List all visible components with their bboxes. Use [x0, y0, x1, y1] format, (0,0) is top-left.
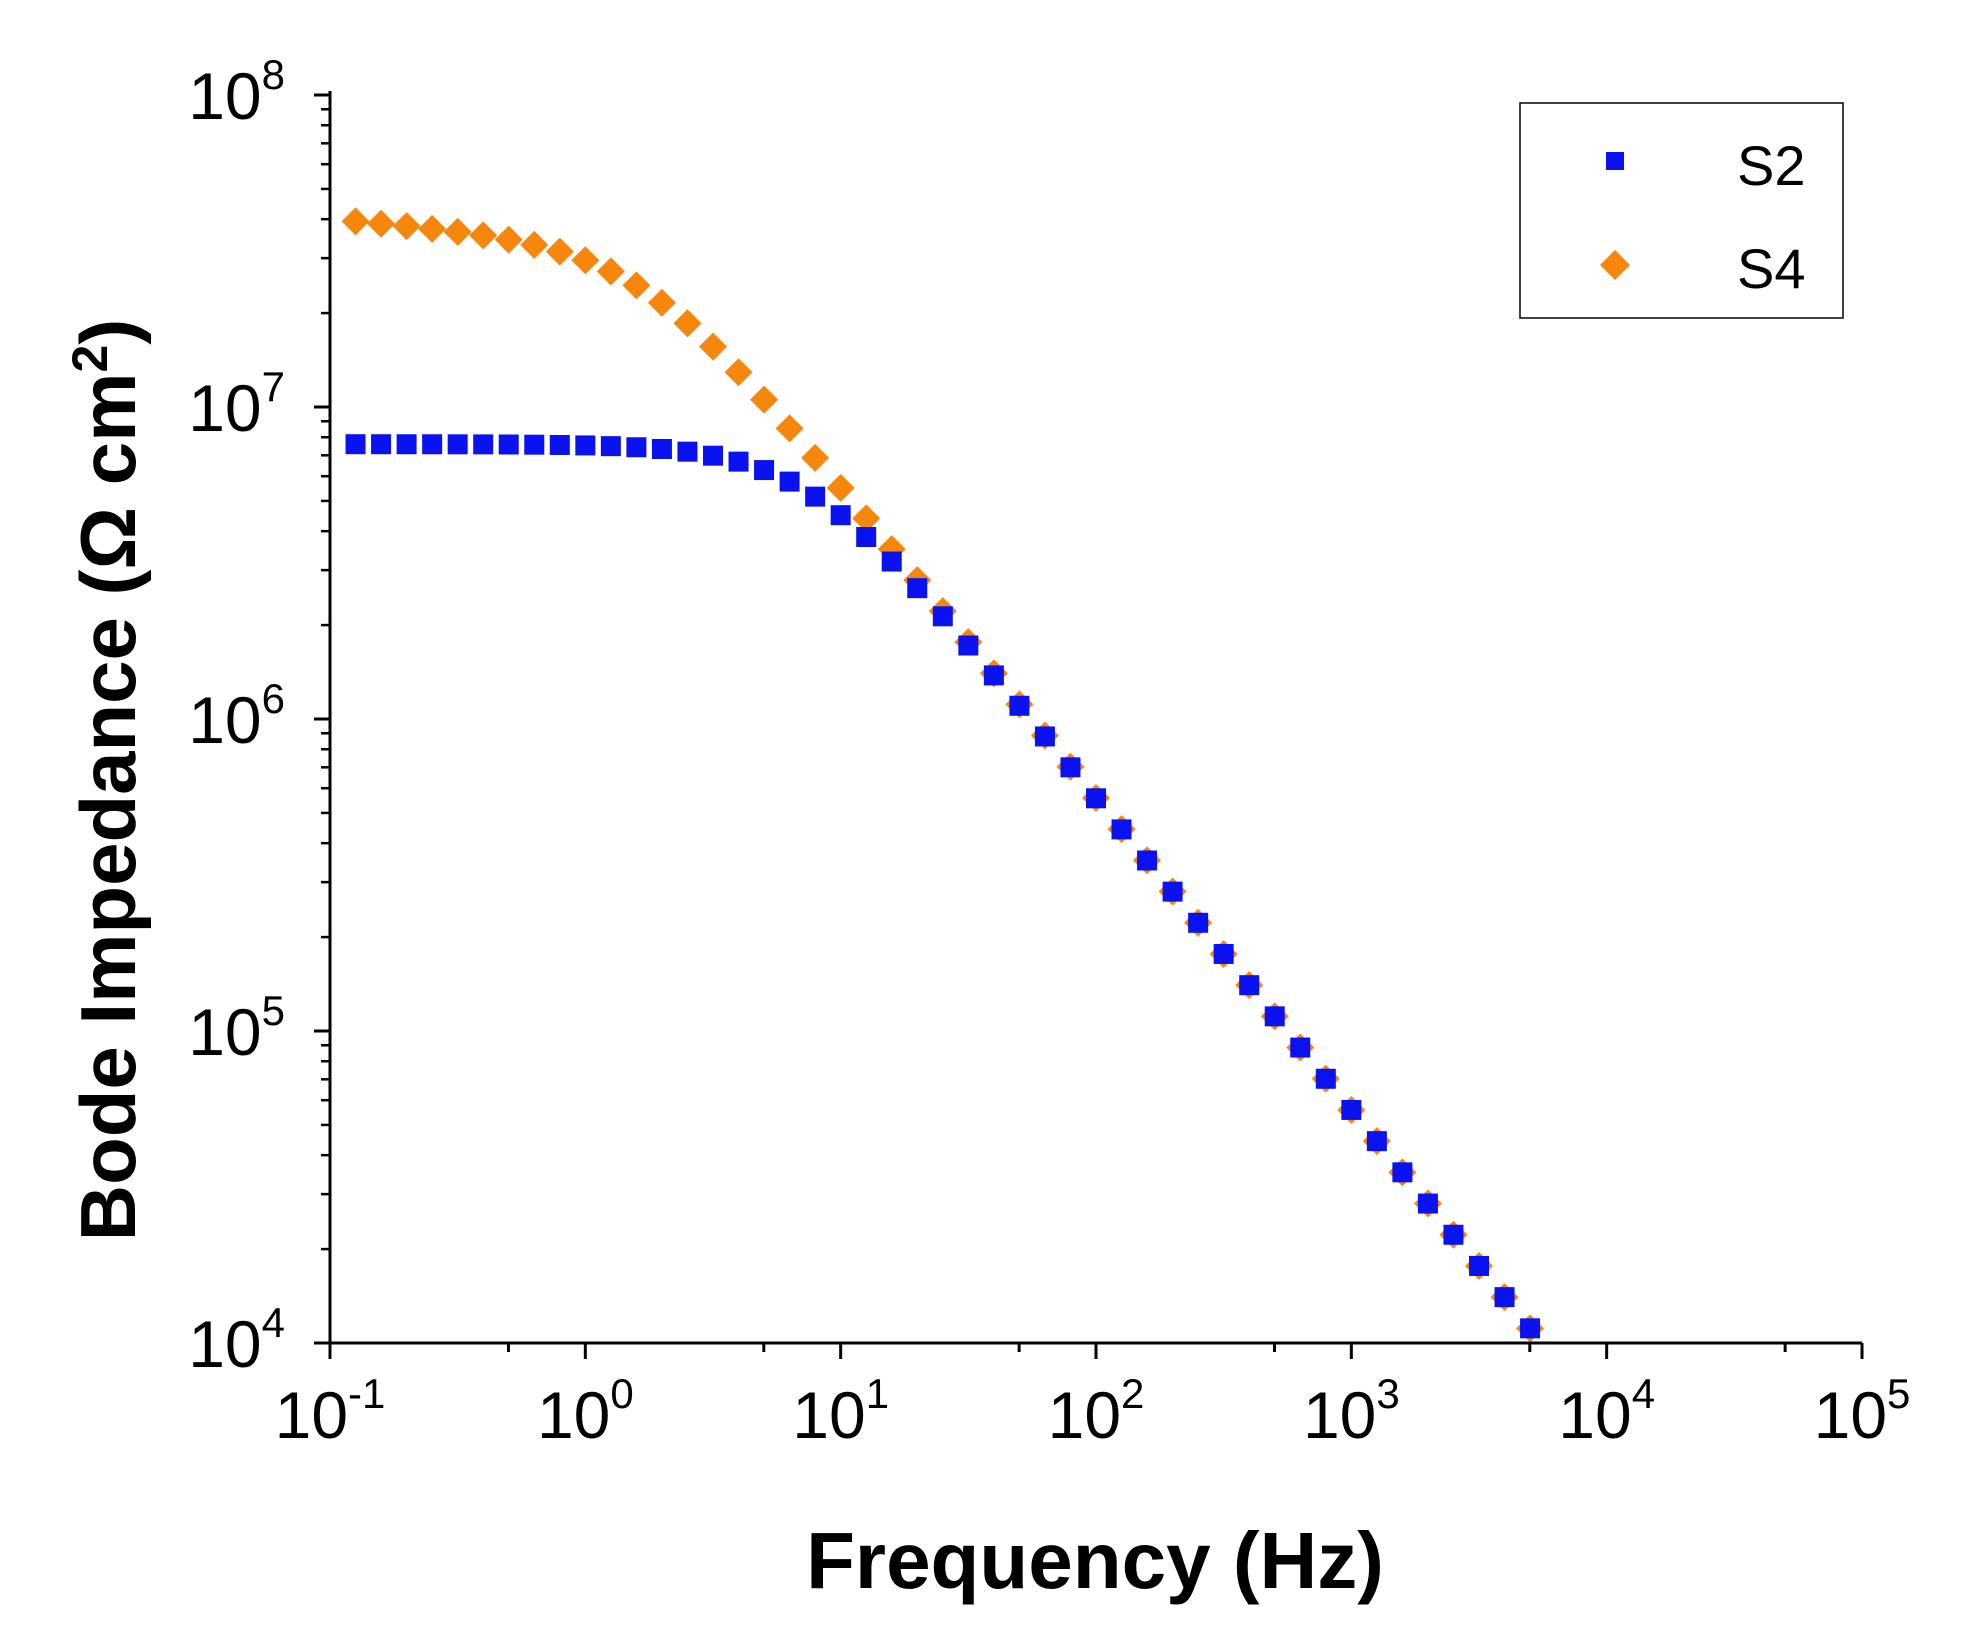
legend-s4-label: S4: [1737, 237, 1806, 300]
s4-point: [775, 414, 804, 443]
s2-point: [1392, 1162, 1413, 1183]
s2-point: [1469, 1255, 1489, 1276]
s2-point: [728, 451, 749, 472]
s2-point: [396, 434, 417, 455]
s2-point: [830, 505, 851, 526]
s4-point: [494, 225, 523, 254]
s2-point: [498, 434, 519, 455]
x-tick-label: 10-1: [275, 1370, 386, 1452]
s2-point: [677, 441, 698, 462]
s2-point: [1162, 881, 1183, 902]
s2-point: [1290, 1037, 1311, 1058]
s2-point: [1417, 1193, 1438, 1214]
s4-point: [622, 271, 651, 300]
s2-point: [1341, 1099, 1362, 1120]
s2-point: [600, 436, 621, 457]
s4-point: [341, 207, 370, 236]
x-tick-label: 104: [1558, 1370, 1655, 1452]
s2-point: [447, 434, 468, 455]
s2-point: [1188, 912, 1209, 933]
x-tick-label: 101: [792, 1370, 889, 1452]
s2-point: [345, 434, 366, 455]
s2-point: [371, 434, 392, 455]
s2-point: [1366, 1131, 1387, 1152]
s4-point: [520, 230, 549, 259]
s2-point: [983, 665, 1004, 686]
s2-point: [1264, 1006, 1285, 1027]
s2-point: [473, 434, 494, 455]
legend-s4-marker: [1600, 250, 1630, 280]
s2-point: [1111, 819, 1132, 840]
s4-point: [443, 217, 472, 246]
y-tick-label: 107: [188, 363, 285, 445]
s4-point: [724, 358, 753, 387]
s4-point: [826, 473, 855, 502]
s2-point: [1494, 1287, 1515, 1308]
s4-point: [545, 237, 574, 266]
y-axis-title: Bode Impedance (Ω cm2): [62, 319, 152, 1242]
s2-point: [907, 578, 928, 599]
s2-point: [1213, 943, 1234, 964]
s2-point: [422, 434, 443, 455]
s2-point: [805, 486, 826, 507]
s2-point: [549, 434, 570, 455]
s4-point: [469, 221, 498, 250]
s2-point: [524, 434, 545, 455]
s4-point: [673, 309, 702, 338]
legend-s2-marker: [1606, 152, 1624, 170]
s2-point: [1060, 757, 1081, 778]
legend: S2 S4: [1519, 102, 1844, 319]
s4-point: [571, 246, 600, 275]
s2-point: [1034, 726, 1055, 747]
s4-point: [392, 212, 421, 241]
s2-point: [626, 437, 647, 458]
s2-point: [754, 460, 775, 481]
axes: 10-1 100 101 102 103 104 105 104 105 106 107 108: [188, 51, 1910, 1452]
s2-point: [1086, 788, 1106, 809]
x-axis-title: Frequency (Hz): [806, 1516, 1384, 1605]
s2-point: [1239, 975, 1260, 996]
s4-point: [801, 443, 830, 472]
s4-point: [418, 214, 447, 243]
s2-point: [1443, 1224, 1464, 1245]
s2-point: [958, 635, 979, 656]
s4-point: [750, 385, 779, 414]
s4-point: [699, 332, 727, 361]
s2-point: [779, 471, 800, 492]
series-layer: [341, 207, 1545, 1343]
s2-point: [575, 435, 596, 456]
s4-point: [852, 504, 881, 533]
x-tick-label: 105: [1814, 1370, 1911, 1452]
x-tick-label: 102: [1048, 1370, 1145, 1452]
s2-point: [1520, 1318, 1541, 1339]
s2-point: [651, 439, 672, 460]
s2-point: [1137, 850, 1158, 871]
x-tick-label: 103: [1303, 1370, 1400, 1452]
s2-point: [1009, 695, 1030, 716]
s2-point: [881, 551, 902, 572]
y-tick-label: 106: [188, 675, 285, 757]
s4-point: [647, 288, 676, 317]
y-tick-label: 108: [188, 51, 285, 133]
x-tick-label: 100: [537, 1370, 634, 1452]
s2-point: [856, 527, 877, 548]
y-tick-label: 104: [188, 1299, 285, 1381]
legend-frame: [1519, 102, 1844, 319]
s2-point: [932, 606, 953, 627]
s2-point: [703, 445, 723, 466]
y-tick-label: 105: [188, 987, 285, 1069]
s4-point: [367, 209, 396, 238]
s4-point: [596, 257, 625, 286]
s2-point: [1315, 1068, 1336, 1089]
legend-s2-label: S2: [1737, 134, 1806, 197]
